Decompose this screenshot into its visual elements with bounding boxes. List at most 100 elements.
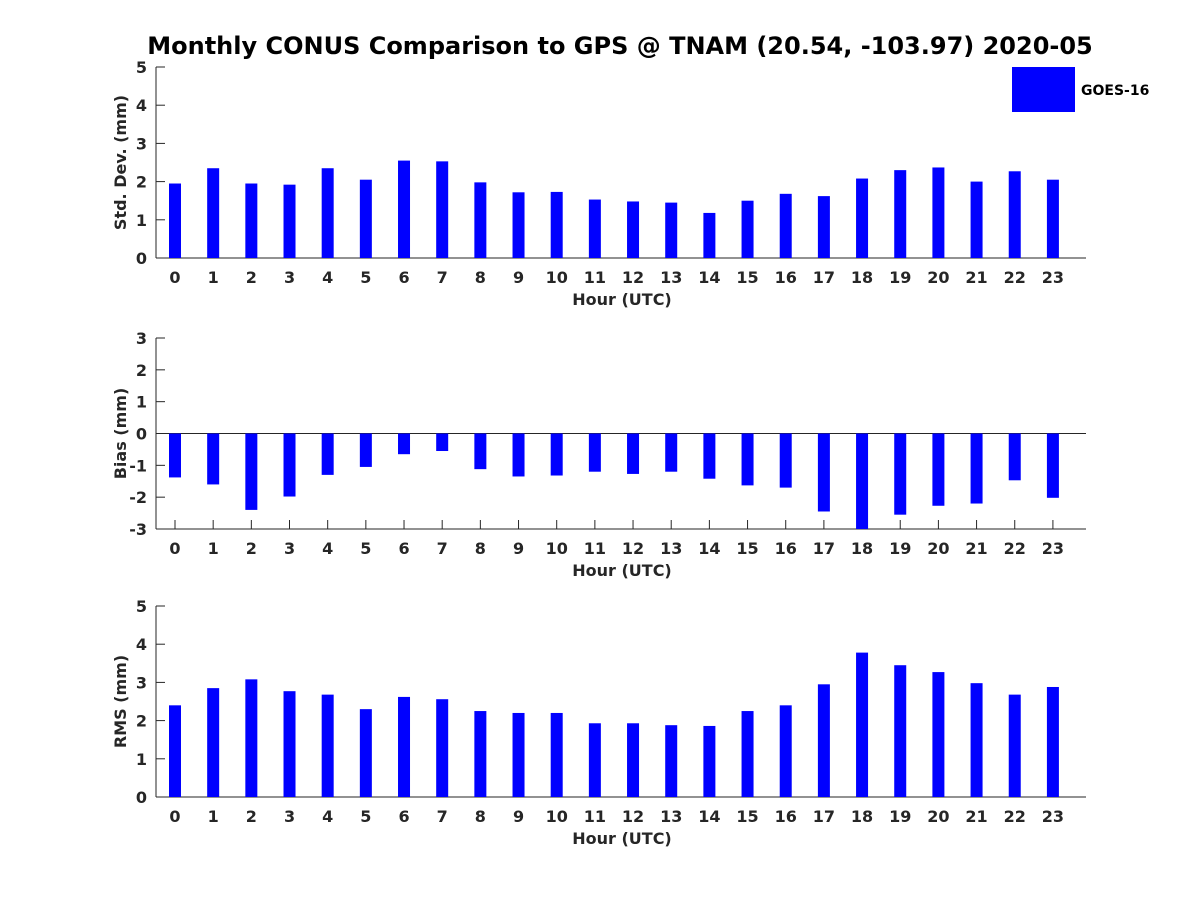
x-tick-label: 4: [322, 807, 333, 826]
x-tick-label: 21: [965, 539, 987, 558]
y-tick-label: -2: [129, 488, 147, 507]
y-tick-label: 2: [136, 361, 147, 380]
x-tick-label: 10: [546, 807, 568, 826]
x-tick-label: 9: [513, 807, 524, 826]
x-tick-label: 2: [246, 539, 257, 558]
bar-hour-11: [588, 723, 601, 797]
x-tick-label: 14: [698, 268, 720, 287]
y-tick-label: 1: [136, 211, 147, 230]
y-tick-label: -3: [129, 520, 147, 539]
x-tick-label: 21: [965, 268, 987, 287]
x-tick-label: 23: [1042, 539, 1064, 558]
y-tick-label: 0: [136, 788, 147, 807]
bar-hour-13: [665, 725, 678, 797]
x-tick-label: 13: [660, 807, 682, 826]
x-tick-label: 11: [584, 268, 606, 287]
bar-hour-4: [321, 433, 334, 475]
y-tick-label: 2: [136, 712, 147, 731]
bar-hour-7: [436, 433, 449, 452]
y-tick-label: 1: [136, 750, 147, 769]
bar-hour-19: [894, 170, 907, 258]
x-tick-label: 10: [546, 539, 568, 558]
bar-hour-18: [856, 652, 869, 797]
x-tick-label: 23: [1042, 807, 1064, 826]
x-tick-label: 15: [736, 807, 758, 826]
y-tick-label: 0: [136, 425, 147, 444]
bar-hour-18: [856, 178, 869, 258]
y-tick-label: 4: [136, 96, 147, 115]
bar-hour-15: [741, 711, 754, 797]
bar-hour-7: [436, 161, 449, 258]
x-tick-label: 10: [546, 268, 568, 287]
bar-hour-10: [550, 433, 563, 476]
x-tick-label: 19: [889, 807, 911, 826]
x-tick-label: 22: [1004, 268, 1026, 287]
x-tick-label: 7: [437, 268, 448, 287]
y-tick-label: -1: [129, 456, 147, 475]
x-tick-label: 16: [775, 539, 797, 558]
bar-hour-5: [359, 433, 372, 467]
x-tick-label: 5: [360, 807, 371, 826]
x-tick-label: 1: [208, 539, 219, 558]
x-tick-label: 23: [1042, 268, 1064, 287]
bar-hour-0: [169, 183, 181, 258]
bar-hour-0: [169, 433, 181, 478]
x-tick-label: 7: [437, 539, 448, 558]
bar-hour-21: [970, 683, 983, 797]
x-tick-label: 13: [660, 268, 682, 287]
x-tick-label: 3: [284, 268, 295, 287]
x-tick-label: 11: [584, 807, 606, 826]
bar-hour-20: [932, 167, 945, 258]
bar-hour-11: [588, 199, 601, 258]
bar-hour-17: [817, 684, 830, 797]
x-tick-label: 1: [208, 268, 219, 287]
bar-hour-18: [856, 433, 869, 529]
y-tick-label: 3: [136, 673, 147, 692]
x-tick-label: 19: [889, 268, 911, 287]
bar-hour-3: [283, 691, 296, 797]
x-tick-label: 5: [360, 539, 371, 558]
x-tick-label: 0: [169, 268, 180, 287]
y-tick-label: 2: [136, 173, 147, 192]
y-tick-label: 3: [136, 134, 147, 153]
x-tick-label: 20: [927, 807, 949, 826]
x-tick-label: 8: [475, 807, 486, 826]
bar-hour-14: [703, 212, 716, 258]
bar-hour-23: [1046, 433, 1059, 498]
x-axis-label: Hour (UTC): [572, 829, 672, 848]
bar-hour-15: [741, 200, 754, 258]
x-tick-label: 12: [622, 539, 644, 558]
bar-hour-5: [359, 179, 372, 258]
bar-hour-2: [245, 433, 258, 510]
bar-hour-22: [1008, 694, 1021, 797]
x-tick-label: 19: [889, 539, 911, 558]
bar-hour-23: [1046, 686, 1059, 797]
x-tick-label: 14: [698, 539, 720, 558]
bar-hour-11: [588, 433, 601, 472]
legend-swatch: [1012, 67, 1075, 112]
x-tick-label: 18: [851, 539, 873, 558]
x-tick-label: 12: [622, 268, 644, 287]
bar-hour-1: [207, 688, 220, 797]
x-tick-label: 20: [927, 268, 949, 287]
x-tick-label: 22: [1004, 807, 1026, 826]
x-tick-label: 4: [322, 268, 333, 287]
bar-hour-19: [894, 433, 907, 515]
bar-hour-17: [817, 196, 830, 258]
bar-hour-3: [283, 433, 296, 497]
x-axis-label: Hour (UTC): [572, 290, 672, 309]
bar-hour-12: [627, 201, 640, 258]
bar-hour-3: [283, 184, 296, 258]
x-tick-label: 2: [246, 807, 257, 826]
bar-hour-8: [474, 433, 487, 470]
y-tick-label: 4: [136, 635, 147, 654]
x-tick-label: 22: [1004, 539, 1026, 558]
bar-hour-16: [779, 433, 792, 488]
legend: GOES-16: [1012, 67, 1149, 112]
x-tick-label: 9: [513, 539, 524, 558]
y-tick-label: 0: [136, 249, 147, 268]
x-tick-label: 17: [813, 539, 835, 558]
x-tick-label: 18: [851, 268, 873, 287]
x-tick-label: 15: [736, 539, 758, 558]
